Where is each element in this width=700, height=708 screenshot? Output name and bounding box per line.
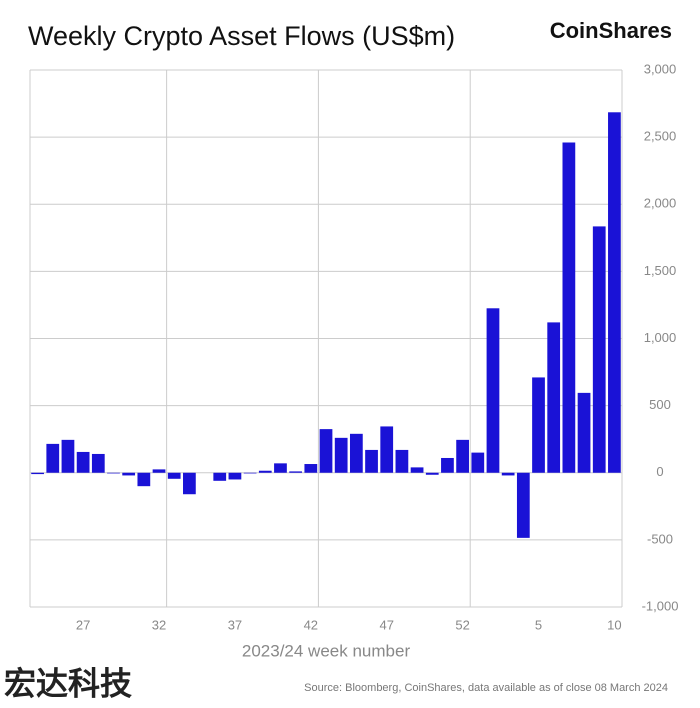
bar: [319, 429, 333, 473]
bar: [456, 439, 469, 473]
bar: [395, 449, 409, 473]
bar: [243, 472, 257, 474]
bar: [410, 467, 424, 473]
bar: [532, 377, 545, 473]
bar: [608, 112, 621, 473]
bar: [334, 437, 348, 473]
bar: [31, 472, 44, 475]
y-tick-label: -1,000: [642, 598, 679, 613]
bar: [61, 439, 75, 473]
x-tick-label: 42: [304, 617, 318, 632]
y-tick-label: 1,000: [644, 330, 677, 345]
bar: [122, 472, 136, 476]
y-tick-label: 3,000: [644, 61, 677, 76]
bar: [562, 142, 576, 473]
watermark: 宏达科技: [4, 665, 132, 701]
bar: [91, 453, 105, 473]
bar: [486, 308, 500, 473]
y-tick-label: 2,500: [644, 129, 677, 144]
bar: [577, 392, 591, 473]
x-tick-label: 52: [455, 617, 469, 632]
bar: [516, 472, 530, 538]
bar: [76, 451, 90, 473]
x-tick-label: 5: [535, 617, 542, 632]
x-tick-label: 32: [152, 617, 166, 632]
bar: [107, 472, 120, 474]
bar: [213, 472, 227, 481]
x-tick-label: 10: [607, 617, 621, 632]
y-tick-label: -500: [647, 531, 673, 546]
bar: [471, 452, 485, 473]
bar: [365, 449, 378, 473]
y-tick-label: 500: [649, 397, 671, 412]
source-note: Source: Bloomberg, CoinShares, data avai…: [304, 682, 668, 694]
y-tick-label: 0: [656, 464, 663, 479]
x-tick-label: 27: [76, 617, 90, 632]
y-tick-label: 2,000: [644, 196, 677, 211]
bar: [183, 472, 196, 495]
bar: [380, 426, 394, 473]
bar: [152, 469, 166, 473]
bar: [228, 472, 242, 480]
bar: [592, 226, 606, 473]
bar: [441, 457, 454, 473]
x-axis-label: 2023/24 week number: [242, 641, 411, 660]
bar: [501, 472, 515, 476]
x-tick-label: 37: [228, 617, 242, 632]
chart-title: Weekly Crypto Asset Flows (US$m): [28, 21, 455, 51]
bar: [258, 470, 272, 473]
bar: [289, 471, 303, 473]
bar: [425, 472, 439, 475]
bar: [349, 433, 363, 473]
bar: [137, 472, 151, 487]
bar: [167, 472, 181, 479]
bar: [304, 464, 318, 473]
bar: [547, 322, 561, 473]
brand-logo: CoinShares: [550, 18, 672, 43]
x-tick-label: 47: [379, 617, 393, 632]
bar: [46, 443, 60, 473]
bar: [274, 463, 287, 473]
y-tick-label: 1,500: [644, 263, 677, 278]
